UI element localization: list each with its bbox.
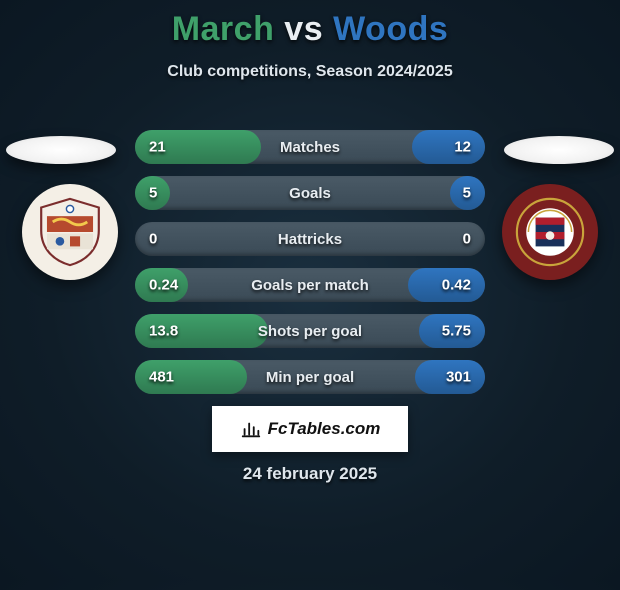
stat-row: 5 5 Goals [135, 176, 485, 210]
stat-value-left: 5 [149, 185, 157, 202]
title-vs: vs [284, 10, 323, 48]
shield-icon [34, 196, 106, 268]
stat-label: Min per goal [266, 369, 354, 386]
stat-value-right: 0.42 [442, 277, 471, 294]
title-player1: March [172, 10, 275, 48]
stat-row: 13.8 5.75 Shots per goal [135, 314, 485, 348]
stat-row: 0.24 0.42 Goals per match [135, 268, 485, 302]
player-disc-right [504, 136, 614, 164]
stat-label: Matches [280, 139, 340, 156]
stat-value-left: 481 [149, 369, 174, 386]
stat-fill-right [412, 130, 486, 164]
stat-value-right: 0 [463, 231, 471, 248]
stat-value-left: 13.8 [149, 323, 178, 340]
player-disc-left [6, 136, 116, 164]
stat-label: Shots per goal [258, 323, 362, 340]
stat-label: Goals [289, 185, 331, 202]
stat-value-right: 12 [454, 139, 471, 156]
subtitle: Club competitions, Season 2024/2025 [0, 63, 620, 81]
stat-label: Hattricks [278, 231, 342, 248]
stat-row: 21 12 Matches [135, 130, 485, 164]
chart-icon [240, 418, 262, 440]
stat-row: 481 301 Min per goal [135, 360, 485, 394]
attribution-text: FcTables.com [268, 419, 381, 439]
stat-label: Goals per match [251, 277, 369, 294]
stat-bars: 21 12 Matches 5 5 Goals 0 0 Hattricks 0.24 0.42 Goa… [135, 130, 485, 406]
page-title: March vs Woods [0, 10, 620, 49]
crest-icon [514, 196, 586, 268]
stat-value-right: 5.75 [442, 323, 471, 340]
stat-value-right: 301 [446, 369, 471, 386]
club-crest-right [502, 184, 598, 280]
stat-value-left: 0 [149, 231, 157, 248]
date-text: 24 february 2025 [243, 464, 377, 484]
stat-value-left: 0.24 [149, 277, 178, 294]
club-crest-left [22, 184, 118, 280]
stat-row: 0 0 Hattricks [135, 222, 485, 256]
stat-value-left: 21 [149, 139, 166, 156]
title-player2: Woods [333, 10, 448, 48]
attribution-badge: FcTables.com [212, 406, 408, 452]
stat-value-right: 5 [463, 185, 471, 202]
